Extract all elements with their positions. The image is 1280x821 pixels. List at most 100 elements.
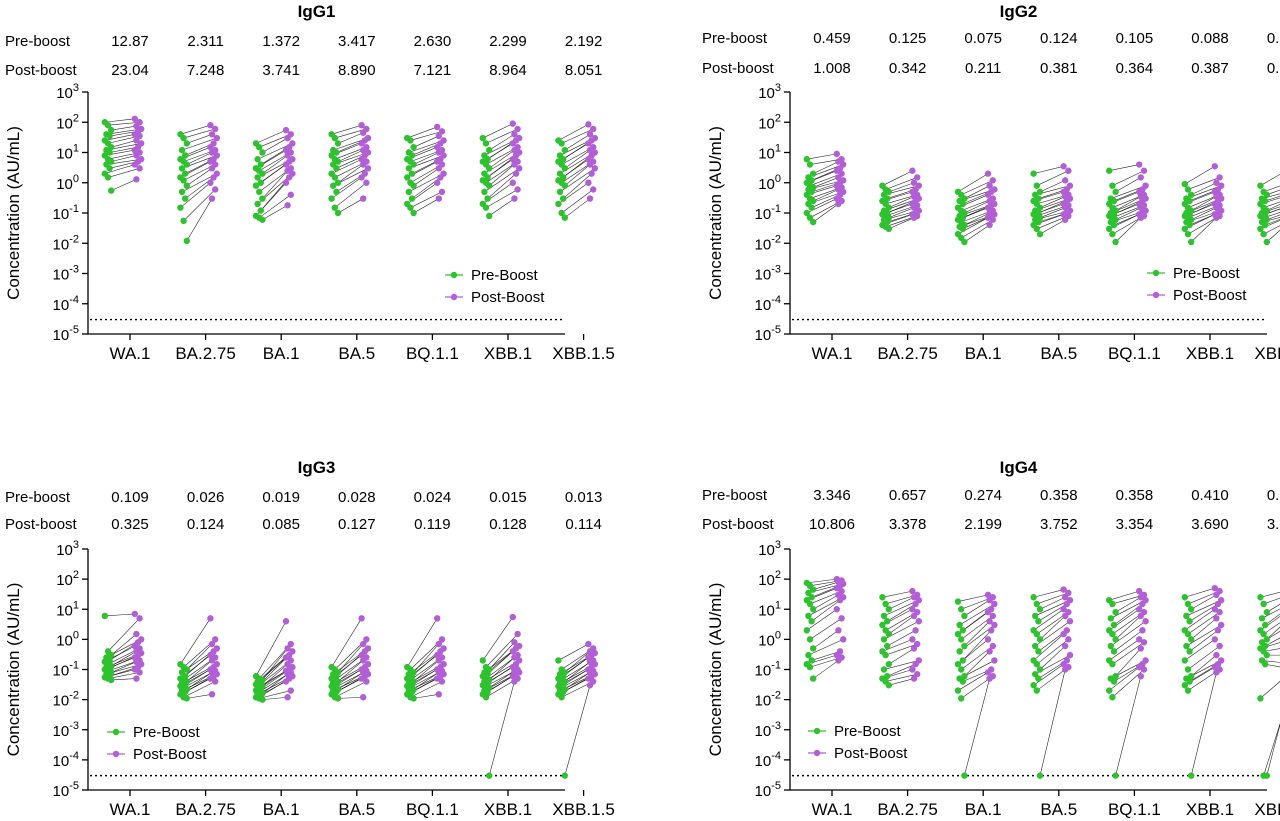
pair-line <box>255 129 287 144</box>
data-point-pre <box>1188 636 1195 643</box>
pair-line <box>813 189 839 202</box>
pair-line <box>813 581 839 590</box>
geomean-pre-BA.5: 3.417 <box>338 33 376 50</box>
data-point-post <box>284 660 291 668</box>
geomean-pre-BA.5: 0.028 <box>338 489 376 506</box>
data-point-pre <box>484 174 491 181</box>
data-point-post <box>133 137 140 144</box>
data-point-post <box>586 658 594 666</box>
data-point-pre <box>806 636 814 643</box>
data-point-pre <box>254 200 261 208</box>
data-point-pre <box>959 657 966 664</box>
data-point-post <box>282 618 290 625</box>
data-point-post <box>207 615 214 622</box>
data-point-post <box>358 615 365 622</box>
data-point-post <box>984 591 992 599</box>
pair-line <box>1191 654 1217 677</box>
data-point-post <box>133 122 140 130</box>
pair-line <box>1033 589 1064 598</box>
pair-line <box>485 128 518 144</box>
pair-line <box>186 198 213 242</box>
legend-label: Post-Boost <box>133 746 207 763</box>
data-point-pre <box>1033 630 1041 638</box>
data-point-post <box>133 630 140 638</box>
data-point-pre <box>1109 694 1116 701</box>
data-point-post <box>1062 177 1069 184</box>
y-tick-label: 10-5 <box>755 780 781 800</box>
y-tick-label: 103 <box>758 82 781 102</box>
data-point-pre <box>108 651 115 659</box>
data-point-pre <box>257 161 264 168</box>
data-point-pre <box>183 237 190 245</box>
data-point-post <box>1218 621 1225 629</box>
data-point-pre <box>1032 612 1039 620</box>
data-point-pre <box>259 170 266 177</box>
data-point-pre <box>1257 695 1264 702</box>
data-point-pre <box>254 174 261 181</box>
data-point-post <box>208 691 216 698</box>
data-point-pre <box>410 143 417 151</box>
data-point-post <box>360 161 367 168</box>
geomean-pre-XBB.1.5: 2.192 <box>565 33 603 50</box>
pair-line <box>488 642 515 670</box>
data-point-post <box>1213 204 1220 211</box>
data-point-post <box>131 146 138 154</box>
data-point-post <box>1065 167 1072 174</box>
pair-line <box>1191 182 1217 196</box>
geomean-pre-BA.5: 0.124 <box>1040 30 1078 47</box>
data-point-post <box>910 645 918 652</box>
pair-line <box>186 168 213 186</box>
data-point-pre <box>486 165 493 172</box>
row-label-pre: Pre-boost <box>702 30 768 47</box>
y-tick-label: 10-2 <box>755 233 781 253</box>
data-point-pre <box>1110 197 1118 205</box>
data-point-pre <box>1263 238 1271 246</box>
data-point-pre <box>108 126 115 134</box>
data-point-pre <box>810 645 817 652</box>
pair-line <box>1113 630 1143 652</box>
data-point-pre <box>183 666 190 673</box>
y-tick-label: 103 <box>56 539 79 559</box>
data-point-pre <box>405 188 412 196</box>
pair-line <box>1263 185 1280 193</box>
data-point-post <box>989 216 996 223</box>
data-point-post <box>1140 639 1148 646</box>
data-point-pre <box>259 149 266 156</box>
pair-line <box>962 630 992 661</box>
data-point-post <box>284 645 291 652</box>
legend: Pre-Boost Post-Boost <box>445 267 545 306</box>
data-point-post <box>509 672 516 680</box>
x-tick-label-XBB.1.5: XBB.1.5 <box>1254 800 1280 819</box>
pair-line <box>1190 217 1217 243</box>
data-point-pre <box>1263 608 1271 616</box>
pair-line <box>964 212 990 226</box>
data-point-post <box>208 165 216 172</box>
data-point-pre <box>334 695 342 702</box>
pair-line <box>813 660 839 679</box>
pair-line <box>561 189 594 214</box>
pair-line <box>1184 609 1215 631</box>
data-point-post <box>835 657 842 664</box>
pair-line <box>180 618 211 665</box>
data-point-post <box>586 682 594 689</box>
data-point-pre <box>408 152 416 159</box>
data-point-pre <box>1262 660 1269 668</box>
data-point-pre <box>1186 618 1193 625</box>
data-point-post <box>1060 630 1067 638</box>
data-point-post <box>363 678 370 685</box>
pair-line <box>262 673 288 694</box>
x-tick-label-XBB.1.5: XBB.1.5 <box>552 344 614 363</box>
data-point-post <box>1137 594 1145 601</box>
data-point-pre <box>806 600 814 608</box>
data-point-pre <box>1260 600 1267 608</box>
pair-line <box>1112 642 1145 665</box>
data-point-pre <box>1263 216 1271 223</box>
pair-line <box>961 180 993 196</box>
data-point-post <box>210 174 217 181</box>
pair-line <box>410 191 443 208</box>
data-point-post <box>511 654 518 661</box>
data-point-pre <box>1107 615 1115 622</box>
data-point-pre <box>561 165 568 172</box>
geomean-post-BA.1: 0.085 <box>262 516 300 533</box>
data-point-pre <box>810 197 817 205</box>
